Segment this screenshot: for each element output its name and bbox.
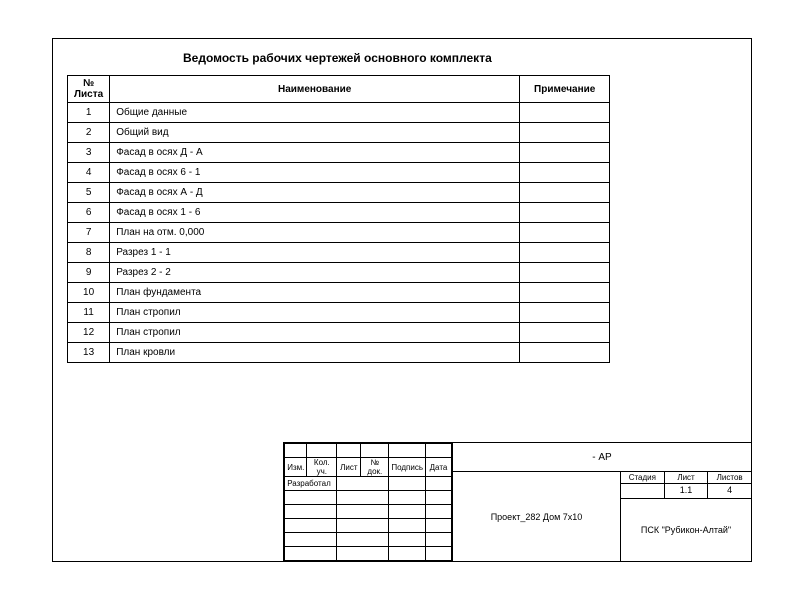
cell-num: 9 bbox=[68, 263, 110, 283]
cell-name: Разрез 1 - 1 bbox=[110, 243, 520, 263]
cell-name: Общие данные bbox=[110, 103, 520, 123]
cell-name: Фасад в осях А - Д bbox=[110, 183, 520, 203]
cell-note bbox=[520, 203, 610, 223]
title-block: Изм. Кол. уч. Лист № док. Подпись Дата Р… bbox=[283, 442, 751, 561]
table-row: 9Разрез 2 - 2 bbox=[68, 263, 610, 283]
meta-label-stage: Стадия bbox=[621, 472, 665, 483]
cell-num: 1 bbox=[68, 103, 110, 123]
col-header-num: №Листа bbox=[68, 76, 110, 103]
table-row: 5Фасад в осях А - Д bbox=[68, 183, 610, 203]
cell-name: План стропил bbox=[110, 303, 520, 323]
cell-num: 8 bbox=[68, 243, 110, 263]
cell-num: 6 bbox=[68, 203, 110, 223]
rev-header-row: Изм. Кол. уч. Лист № док. Подпись Дата bbox=[285, 458, 452, 477]
developer-row: Разработал bbox=[285, 477, 452, 491]
cell-note bbox=[520, 123, 610, 143]
sheet-meta: Стадия Лист Листов 1.1 4 ПСК "Рубикон-Ал… bbox=[621, 472, 751, 561]
cell-num: 12 bbox=[68, 323, 110, 343]
meta-label-sheet: Лист bbox=[665, 472, 709, 483]
col-header-note: Примечание bbox=[520, 76, 610, 103]
table-row: 6Фасад в осях 1 - 6 bbox=[68, 203, 610, 223]
cell-num: 13 bbox=[68, 343, 110, 363]
meta-label-sheets: Листов bbox=[708, 472, 751, 483]
cell-name: План на отм. 0,000 bbox=[110, 223, 520, 243]
table-row: 8Разрез 1 - 1 bbox=[68, 243, 610, 263]
col-header-name: Наименование bbox=[110, 76, 520, 103]
table-row: 13План кровли bbox=[68, 343, 610, 363]
cell-note bbox=[520, 343, 610, 363]
cell-num: 5 bbox=[68, 183, 110, 203]
rev-row bbox=[285, 519, 452, 533]
rev-row bbox=[285, 547, 452, 561]
revision-block: Изм. Кол. уч. Лист № док. Подпись Дата Р… bbox=[284, 443, 453, 561]
cell-name: План стропил bbox=[110, 323, 520, 343]
cell-note bbox=[520, 163, 610, 183]
cell-note bbox=[520, 263, 610, 283]
table-row: 1Общие данные bbox=[68, 103, 610, 123]
drawing-frame: Ведомость рабочих чертежей основного ком… bbox=[52, 38, 752, 562]
meta-val-sheet: 1.1 bbox=[665, 484, 709, 498]
cell-name: Общий вид bbox=[110, 123, 520, 143]
table-row: 12План стропил bbox=[68, 323, 610, 343]
cell-num: 10 bbox=[68, 283, 110, 303]
cell-name: Разрез 2 - 2 bbox=[110, 263, 520, 283]
organization: ПСК "Рубикон-Алтай" bbox=[621, 499, 751, 561]
drawing-code: - АР bbox=[453, 443, 751, 472]
cell-note bbox=[520, 283, 610, 303]
table-row: 10План фундамента bbox=[68, 283, 610, 303]
revision-table: Изм. Кол. уч. Лист № док. Подпись Дата Р… bbox=[284, 443, 452, 561]
table-row: 4Фасад в осях 6 - 1 bbox=[68, 163, 610, 183]
cell-note bbox=[520, 143, 610, 163]
rev-row bbox=[285, 491, 452, 505]
cell-num: 2 bbox=[68, 123, 110, 143]
cell-num: 3 bbox=[68, 143, 110, 163]
rev-row bbox=[285, 533, 452, 547]
meta-val-stage bbox=[621, 484, 665, 498]
cell-name: Фасад в осях 6 - 1 bbox=[110, 163, 520, 183]
project-name: Проект_282 Дом 7х10 bbox=[453, 472, 621, 561]
table-title: Ведомость рабочих чертежей основного ком… bbox=[183, 51, 492, 65]
cell-num: 4 bbox=[68, 163, 110, 183]
cell-num: 11 bbox=[68, 303, 110, 323]
cell-note bbox=[520, 183, 610, 203]
rev-row bbox=[285, 505, 452, 519]
cell-name: Фасад в осях 1 - 6 bbox=[110, 203, 520, 223]
cell-name: План фундамента bbox=[110, 283, 520, 303]
drawings-table: №Листа Наименование Примечание 1Общие да… bbox=[67, 75, 610, 363]
cell-note bbox=[520, 323, 610, 343]
cell-name: План кровли bbox=[110, 343, 520, 363]
cell-num: 7 bbox=[68, 223, 110, 243]
stamp-right: - АР Проект_282 Дом 7х10 Стадия Лист Лис… bbox=[453, 443, 751, 561]
cell-note bbox=[520, 223, 610, 243]
table-row: 7План на отм. 0,000 bbox=[68, 223, 610, 243]
cell-note bbox=[520, 303, 610, 323]
table-row: 11План стропил bbox=[68, 303, 610, 323]
meta-val-sheets: 4 bbox=[708, 484, 751, 498]
rev-row bbox=[285, 444, 452, 458]
cell-note bbox=[520, 243, 610, 263]
table-row: 3Фасад в осях Д - А bbox=[68, 143, 610, 163]
cell-name: Фасад в осях Д - А bbox=[110, 143, 520, 163]
cell-note bbox=[520, 103, 610, 123]
table-row: 2Общий вид bbox=[68, 123, 610, 143]
